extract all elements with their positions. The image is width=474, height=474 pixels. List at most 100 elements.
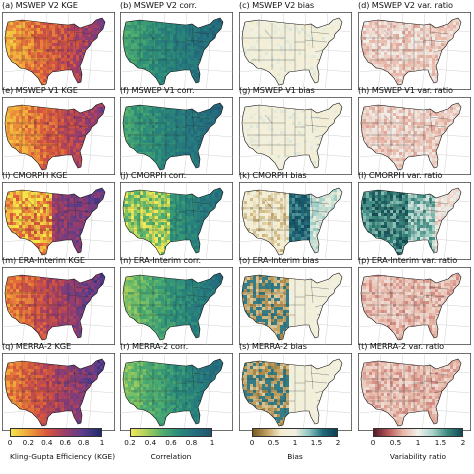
colorbar-tick-label: 2 bbox=[460, 438, 466, 447]
colorbar-label: Bias bbox=[287, 452, 303, 461]
map-panel: (d) MSWEP V2 var. ratio bbox=[356, 0, 471, 90]
state-borders bbox=[362, 275, 449, 327]
colorbar-gradient bbox=[130, 428, 212, 437]
colorbar-tick-label: 1 bbox=[209, 438, 215, 447]
us-map bbox=[120, 353, 233, 431]
state-borders bbox=[243, 361, 330, 413]
state-borders bbox=[243, 20, 330, 72]
state-borders bbox=[124, 105, 211, 157]
state-borders bbox=[243, 190, 330, 242]
map-panel: (s) MERRA-2 bias bbox=[237, 341, 352, 431]
map-panel: (a) MSWEP V2 KGE bbox=[0, 0, 115, 90]
colorbar-tick-label: 1 bbox=[415, 438, 421, 447]
colorbar-tick-label: 2 bbox=[335, 438, 341, 447]
map-panel: (m) ERA-Interim KGE bbox=[0, 255, 115, 345]
colorbar-label: Kling-Gupta Efficiency (KGE) bbox=[10, 452, 116, 461]
us-map bbox=[120, 12, 233, 90]
panel-title: (g) MSWEP V1 bias bbox=[239, 85, 315, 95]
state-borders bbox=[6, 361, 93, 413]
state-borders bbox=[243, 275, 330, 327]
us-map bbox=[239, 12, 352, 90]
colorbar-label: Correlation bbox=[150, 452, 192, 461]
colorbar-tick-label: 1.5 bbox=[310, 438, 323, 447]
map-panel: (f) MSWEP V1 corr. bbox=[118, 85, 233, 175]
panel-title: (d) MSWEP V2 var. ratio bbox=[358, 0, 453, 10]
us-map bbox=[358, 97, 471, 175]
colorbar-tick-label: 0.2 bbox=[22, 438, 35, 447]
colorbar-tick-label: 0.6 bbox=[59, 438, 71, 447]
map-panel: (o) ERA-Interim bias bbox=[237, 255, 352, 345]
colorbar-tick-label: 0.5 bbox=[389, 438, 402, 447]
panel-title: (t) MERRA-2 var. ratio bbox=[358, 341, 445, 351]
panel-title: (k) CMORPH bias bbox=[239, 170, 307, 180]
colorbar: 0 0.5 1 1.5 2 Variability ratio bbox=[370, 428, 466, 474]
panel-title: (o) ERA-Interim bias bbox=[239, 255, 319, 265]
us-map bbox=[2, 353, 115, 431]
us-map bbox=[120, 267, 233, 345]
state-borders bbox=[6, 105, 93, 157]
panel-title: (l) CMORPH var. ratio bbox=[358, 170, 443, 180]
map-panel: (g) MSWEP V1 bias bbox=[237, 85, 352, 175]
us-map bbox=[358, 267, 471, 345]
map-panel: (b) MSWEP V2 corr. bbox=[118, 0, 233, 90]
colorbar-tick-label: 0.4 bbox=[41, 438, 53, 447]
colorbar-tick-label: 0 bbox=[370, 438, 376, 447]
us-map bbox=[239, 182, 352, 260]
us-map bbox=[239, 353, 352, 431]
panel-title: (e) MSWEP V1 KGE bbox=[2, 85, 78, 95]
panel-title: (s) MERRA-2 bias bbox=[239, 341, 307, 351]
colorbar: 0.2 0.4 0.6 0.8 1 Correlation bbox=[124, 428, 215, 474]
us-map bbox=[2, 182, 115, 260]
map-panel: (n) ERA-Interim corr. bbox=[118, 255, 233, 345]
state-borders bbox=[362, 190, 449, 242]
colorbar-ticks: 0 0.5 1 1.5 2 bbox=[249, 438, 341, 448]
colorbar-tick-label: 1 bbox=[292, 438, 298, 447]
colorbar-tick-label: 0.6 bbox=[165, 438, 177, 447]
state-borders bbox=[124, 361, 211, 413]
panel-title: (n) ERA-Interim corr. bbox=[120, 255, 202, 265]
map-panel: (q) MERRA-2 KGE bbox=[0, 341, 115, 431]
colorbar-tick-label: 0.8 bbox=[77, 438, 90, 447]
colorbar-ticks: 0 0.2 0.4 0.6 0.8 1 bbox=[7, 438, 105, 448]
panel-title: (c) MSWEP V2 bias bbox=[239, 0, 315, 10]
map-panel: (k) CMORPH bias bbox=[237, 170, 352, 260]
panel-title: (f) MSWEP V1 corr. bbox=[120, 85, 195, 95]
map-panel: (j) CMORPH corr. bbox=[118, 170, 233, 260]
panel-title: (i) CMORPH KGE bbox=[2, 170, 68, 180]
us-map bbox=[2, 12, 115, 90]
colorbar-ticks: 0.2 0.4 0.6 0.8 1 bbox=[124, 438, 215, 448]
map-panel: (t) MERRA-2 var. ratio bbox=[356, 341, 471, 431]
colorbar-tick-label: 0.2 bbox=[124, 438, 136, 447]
panel-title: (b) MSWEP V2 corr. bbox=[120, 0, 197, 10]
colorbar-gradient bbox=[10, 428, 102, 437]
us-map bbox=[2, 97, 115, 175]
panel-title: (j) CMORPH corr. bbox=[120, 170, 187, 180]
colorbar-ticks: 0 0.5 1 1.5 2 bbox=[370, 438, 466, 448]
colorbar-tick-label: 0.8 bbox=[185, 438, 198, 447]
colorbar-tick-label: 1.5 bbox=[434, 438, 447, 447]
map-panel: (c) MSWEP V2 bias bbox=[237, 0, 352, 90]
colorbar-gradient bbox=[252, 428, 338, 437]
us-map bbox=[239, 267, 352, 345]
map-panel: (r) MERRA-2 corr. bbox=[118, 341, 233, 431]
colorbar-gradient bbox=[373, 428, 463, 437]
map-panel: (e) MSWEP V1 KGE bbox=[0, 85, 115, 175]
map-panel: (i) CMORPH KGE bbox=[0, 170, 115, 260]
us-map bbox=[120, 182, 233, 260]
colorbar-tick-label: 0.4 bbox=[144, 438, 157, 447]
colorbar-tick-label: 0.5 bbox=[267, 438, 280, 447]
colorbar: 0 0.2 0.4 0.6 0.8 1 Kling-Gupta Efficiency (KG… bbox=[7, 428, 116, 474]
state-borders bbox=[243, 105, 330, 157]
panel-title: (m) ERA-Interim KGE bbox=[2, 255, 85, 265]
colorbar-tick-label: 0 bbox=[249, 438, 255, 447]
colorbar-tick-label: 1 bbox=[99, 438, 105, 447]
us-map bbox=[239, 97, 352, 175]
us-map bbox=[120, 97, 233, 175]
state-borders bbox=[124, 20, 211, 72]
map-panel: (l) CMORPH var. ratio bbox=[356, 170, 471, 260]
colorbar-tick-label: 0 bbox=[7, 438, 13, 447]
colorbar-label: Variability ratio bbox=[389, 452, 447, 461]
panel-title: (q) MERRA-2 KGE bbox=[2, 341, 72, 351]
us-map bbox=[358, 182, 471, 260]
